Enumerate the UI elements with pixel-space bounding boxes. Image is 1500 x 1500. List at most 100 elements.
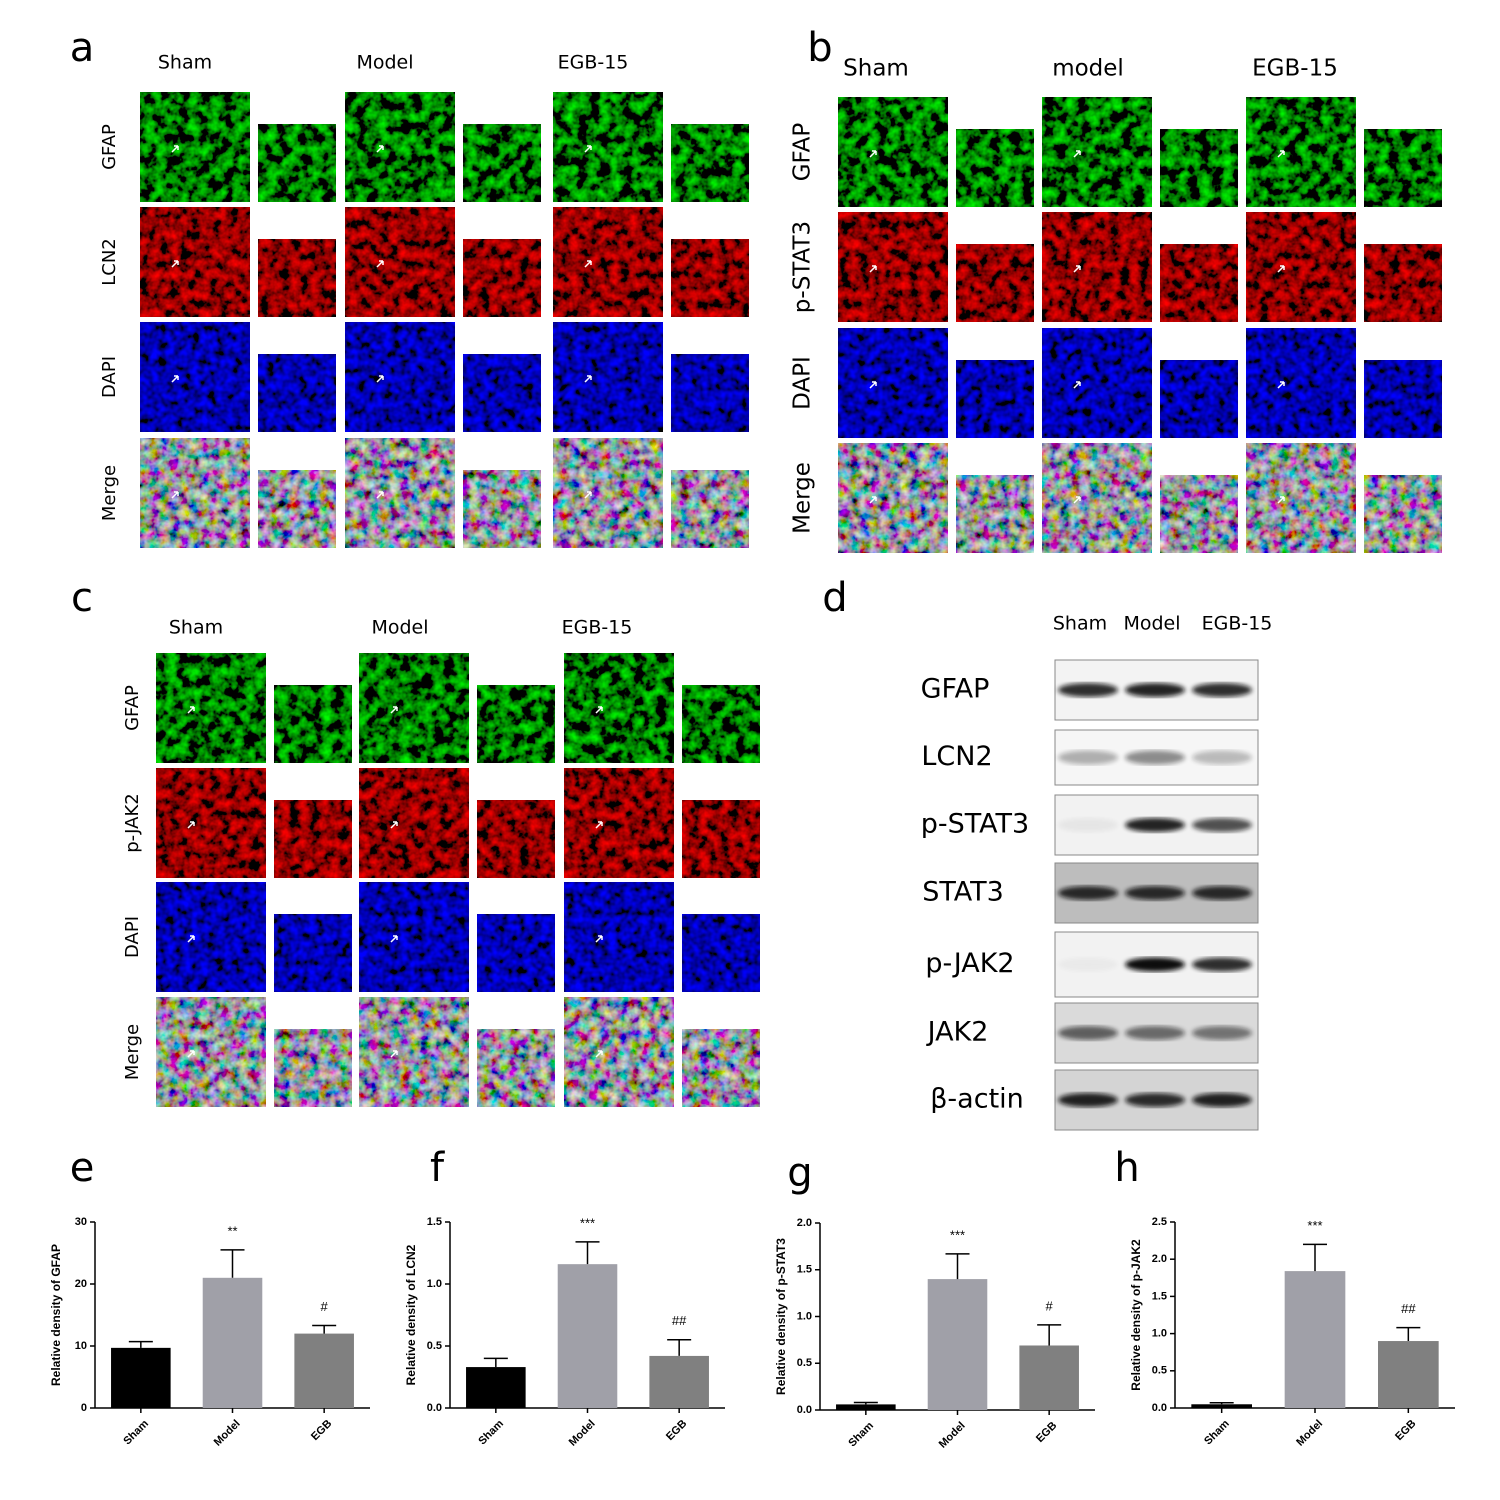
micrograph-zoom bbox=[682, 914, 760, 992]
error-bar bbox=[945, 1253, 970, 1280]
significance: ## bbox=[672, 1313, 687, 1328]
row-label: p-JAK2 bbox=[122, 793, 143, 852]
significance: # bbox=[321, 1299, 329, 1314]
arrow bbox=[1277, 381, 1285, 389]
micrograph bbox=[1246, 443, 1356, 553]
x-tick-label: Model bbox=[567, 1418, 598, 1449]
y-tick-label: 1.0 bbox=[1152, 1328, 1167, 1340]
y-tick-label: 0.0 bbox=[427, 1402, 442, 1414]
y-tick-label: 0.0 bbox=[1152, 1402, 1167, 1414]
bar bbox=[927, 1279, 988, 1410]
y-tick-label: 1.5 bbox=[427, 1216, 442, 1228]
micrograph-zoom bbox=[477, 914, 555, 992]
micrograph bbox=[838, 328, 948, 438]
blot-band bbox=[1125, 818, 1185, 832]
micrograph-zoom bbox=[258, 470, 336, 548]
micrograph bbox=[140, 92, 250, 202]
column-header: Sham bbox=[169, 617, 223, 639]
bar bbox=[1284, 1271, 1346, 1408]
arrow bbox=[187, 821, 195, 829]
arrow bbox=[376, 375, 384, 383]
panel-label: a bbox=[70, 25, 95, 71]
y-axis-label: Relative density of GFAP bbox=[49, 1244, 63, 1386]
blot-band bbox=[1125, 957, 1185, 972]
blot-label: β-actin bbox=[930, 1084, 1024, 1115]
arrow bbox=[187, 706, 195, 714]
x-tick-label: EGB bbox=[1393, 1418, 1418, 1443]
micrograph-zoom bbox=[463, 239, 541, 317]
blot-band bbox=[1058, 886, 1118, 900]
row-label: Merge bbox=[122, 1024, 143, 1080]
y-tick-label: 2.0 bbox=[797, 1217, 812, 1229]
micrograph bbox=[359, 768, 469, 878]
bar bbox=[1378, 1341, 1439, 1408]
micrograph-zoom bbox=[1160, 244, 1238, 322]
x-tick-label: Model bbox=[937, 1420, 968, 1451]
blot-label: p-JAK2 bbox=[925, 948, 1014, 979]
significance: *** bbox=[1307, 1218, 1322, 1233]
error-bar bbox=[667, 1339, 692, 1356]
arrow bbox=[1073, 150, 1081, 158]
micrograph-zoom bbox=[477, 800, 555, 878]
blot-label: LCN2 bbox=[921, 741, 992, 772]
significance: ## bbox=[1401, 1301, 1416, 1316]
blot-band bbox=[1125, 1093, 1185, 1107]
x-tick-label: EGB bbox=[1034, 1420, 1059, 1445]
y-tick-label: 0.5 bbox=[1152, 1365, 1167, 1377]
blot-label: GFAP bbox=[921, 674, 990, 705]
micrograph-zoom bbox=[463, 470, 541, 548]
micrograph-zoom bbox=[274, 685, 352, 763]
micrograph-zoom bbox=[258, 124, 336, 202]
micrograph-zoom bbox=[1160, 360, 1238, 438]
panel-label: h bbox=[1114, 1145, 1139, 1191]
column-header: Sham bbox=[158, 52, 212, 74]
arrow bbox=[584, 260, 592, 268]
error-bar bbox=[1396, 1326, 1421, 1342]
column-header: EGB-15 bbox=[558, 52, 629, 74]
micrograph-zoom bbox=[671, 239, 749, 317]
arrow bbox=[1277, 265, 1285, 273]
row-label: GFAP bbox=[790, 123, 816, 182]
micrograph-zoom bbox=[956, 475, 1034, 553]
micrograph bbox=[140, 438, 250, 548]
micrograph-zoom bbox=[671, 470, 749, 548]
y-tick-label: 1.0 bbox=[797, 1310, 812, 1322]
arrow bbox=[171, 491, 179, 499]
micrograph-zoom bbox=[258, 239, 336, 317]
significance: *** bbox=[950, 1227, 965, 1242]
y-tick-label: 2.0 bbox=[1152, 1253, 1167, 1265]
micrograph bbox=[564, 882, 674, 992]
row-label: LCN2 bbox=[99, 238, 120, 286]
micrograph-zoom bbox=[274, 1029, 352, 1107]
column-header: model bbox=[1052, 56, 1124, 82]
column-header: Sham bbox=[843, 56, 909, 82]
arrow bbox=[595, 706, 603, 714]
blot-label: JAK2 bbox=[926, 1017, 989, 1048]
micrograph bbox=[140, 207, 250, 317]
panel-label: c bbox=[71, 575, 93, 621]
arrow bbox=[390, 935, 398, 943]
error-bar bbox=[220, 1249, 245, 1278]
arrow bbox=[584, 375, 592, 383]
x-tick-label: Sham bbox=[846, 1420, 876, 1450]
y-tick-label: 2.5 bbox=[1152, 1216, 1167, 1228]
blot-band bbox=[1125, 1026, 1185, 1040]
micrograph bbox=[345, 322, 455, 432]
significance: *** bbox=[580, 1215, 595, 1230]
x-tick-label: EGB bbox=[309, 1418, 334, 1443]
arrow bbox=[1277, 150, 1285, 158]
bar bbox=[1019, 1345, 1079, 1410]
column-header: Sham bbox=[1053, 613, 1107, 635]
micrograph bbox=[838, 212, 948, 322]
arrow bbox=[376, 145, 384, 153]
micrograph bbox=[1042, 212, 1152, 322]
micrograph-zoom bbox=[1160, 129, 1238, 207]
y-tick-label: 1.5 bbox=[1152, 1290, 1167, 1302]
arrow bbox=[1073, 496, 1081, 504]
bar bbox=[557, 1264, 618, 1408]
y-tick-label: 10 bbox=[75, 1340, 87, 1352]
blot-band bbox=[1192, 750, 1252, 765]
row-label: DAPI bbox=[99, 356, 120, 398]
micrograph bbox=[1042, 328, 1152, 438]
